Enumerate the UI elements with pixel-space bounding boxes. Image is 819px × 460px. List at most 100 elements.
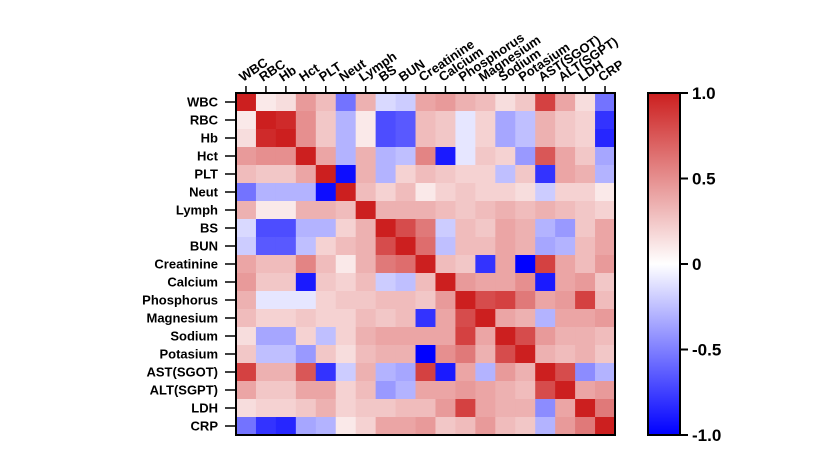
heatmap-cell [555, 129, 576, 148]
colorbar-tick-label: -0.5 [692, 341, 721, 360]
heatmap-cell [455, 93, 476, 112]
heatmap-cell [495, 417, 516, 436]
heatmap-cell [275, 201, 297, 220]
heatmap-cell [395, 93, 416, 112]
heatmap-cell [495, 291, 516, 310]
heatmap-cell [595, 129, 616, 148]
heatmap-cell [595, 381, 616, 400]
heatmap-cell [415, 255, 436, 274]
heatmap-cell [455, 201, 476, 220]
heatmap-cell [475, 237, 496, 256]
heatmap-cell [375, 327, 396, 346]
heatmap-cell [275, 237, 297, 256]
heatmap-cell [515, 273, 536, 292]
row-label: RBC [190, 113, 219, 128]
heatmap-cell [295, 309, 317, 328]
heatmap-cell [395, 309, 416, 328]
heatmap-cell [435, 129, 456, 148]
heatmap-cell [495, 237, 516, 256]
heatmap-cell [515, 111, 536, 130]
heatmap-cell [595, 93, 616, 112]
heatmap-cell [355, 183, 377, 202]
colorbar-tick-label: 1.0 [692, 84, 716, 103]
heatmap-cell [455, 363, 476, 382]
heatmap-cell [595, 399, 616, 418]
heatmap-cell [295, 327, 317, 346]
heatmap-cell [495, 363, 516, 382]
heatmap-cell [475, 417, 496, 436]
heatmap-cell [335, 201, 357, 220]
heatmap-cell [335, 273, 357, 292]
heatmap-cell [255, 363, 277, 382]
heatmap-cell [355, 381, 377, 400]
heatmap-cell [255, 399, 277, 418]
heatmap-cell [315, 129, 337, 148]
heatmap-cell [515, 417, 536, 436]
heatmap-cell [236, 219, 257, 238]
heatmap-cell [275, 381, 297, 400]
heatmap-cell [515, 381, 536, 400]
heatmap-cell [575, 417, 596, 436]
heatmap-cell [515, 165, 536, 184]
heatmap-cell [295, 237, 317, 256]
heatmap-cell [395, 183, 416, 202]
heatmap-cells [236, 93, 616, 436]
heatmap-cell [335, 111, 357, 130]
heatmap-cell [475, 93, 496, 112]
heatmap-cell [236, 165, 257, 184]
heatmap-cell [355, 309, 377, 328]
heatmap-cell [375, 201, 396, 220]
heatmap-cell [435, 201, 456, 220]
heatmap-cell [435, 147, 456, 166]
heatmap-cell [455, 219, 476, 238]
heatmap-cell [435, 93, 456, 112]
heatmap-cell [375, 93, 396, 112]
column-label: CRP [595, 57, 626, 85]
heatmap-cell [415, 399, 436, 418]
row-label: BUN [190, 239, 218, 254]
heatmap-cell [415, 183, 436, 202]
heatmap-cell [275, 147, 297, 166]
heatmap-cell [435, 183, 456, 202]
heatmap-cell [595, 147, 616, 166]
heatmap-cell [315, 237, 337, 256]
heatmap-cell [255, 219, 277, 238]
heatmap-cell [495, 111, 516, 130]
heatmap-cell [555, 381, 576, 400]
heatmap-cell [555, 111, 576, 130]
heatmap-cell [335, 309, 357, 328]
heatmap-cell [475, 381, 496, 400]
row-label: Calcium [167, 275, 218, 290]
heatmap-cell [395, 147, 416, 166]
heatmap-cell [415, 147, 436, 166]
heatmap-cell [535, 201, 556, 220]
heatmap-cell [575, 93, 596, 112]
heatmap-cell [295, 201, 317, 220]
heatmap-cell [555, 345, 576, 364]
heatmap-cell [255, 291, 277, 310]
heatmap-cell [236, 255, 257, 274]
row-label: Phosphorus [142, 293, 218, 308]
heatmap-cell [575, 309, 596, 328]
heatmap-cell [275, 129, 297, 148]
heatmap-cell [555, 237, 576, 256]
heatmap-cell [435, 399, 456, 418]
heatmap-cell [555, 417, 576, 436]
heatmap-cell [355, 255, 377, 274]
heatmap-cell [575, 201, 596, 220]
heatmap-cell [255, 417, 277, 436]
heatmap-cell [555, 165, 576, 184]
colorbar-tick-label: 0.5 [692, 170, 716, 189]
heatmap-cell [455, 129, 476, 148]
heatmap-cell [535, 381, 556, 400]
heatmap-cell [455, 327, 476, 346]
heatmap-cell [395, 327, 416, 346]
heatmap-cell [375, 129, 396, 148]
row-label: Neut [189, 185, 219, 200]
heatmap-cell [415, 291, 436, 310]
heatmap-cell [255, 255, 277, 274]
heatmap-cell [455, 255, 476, 274]
heatmap-cell [255, 273, 277, 292]
heatmap-cell [395, 255, 416, 274]
heatmap-cell [295, 183, 317, 202]
